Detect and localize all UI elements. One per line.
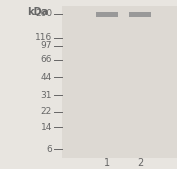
Text: 66: 66 [41,55,52,65]
Bar [129,11,151,17]
Text: 2: 2 [137,158,143,168]
Bar [96,11,118,17]
Text: 1: 1 [104,158,110,168]
Text: 6: 6 [46,144,52,153]
Text: 200: 200 [35,9,52,18]
Text: 22: 22 [41,107,52,116]
Text: 116: 116 [35,33,52,42]
Text: kDa: kDa [27,7,48,17]
Text: 14: 14 [41,123,52,131]
Text: 44: 44 [41,73,52,81]
Text: 97: 97 [41,42,52,51]
Text: 31: 31 [41,91,52,100]
Bar [62,6,177,158]
